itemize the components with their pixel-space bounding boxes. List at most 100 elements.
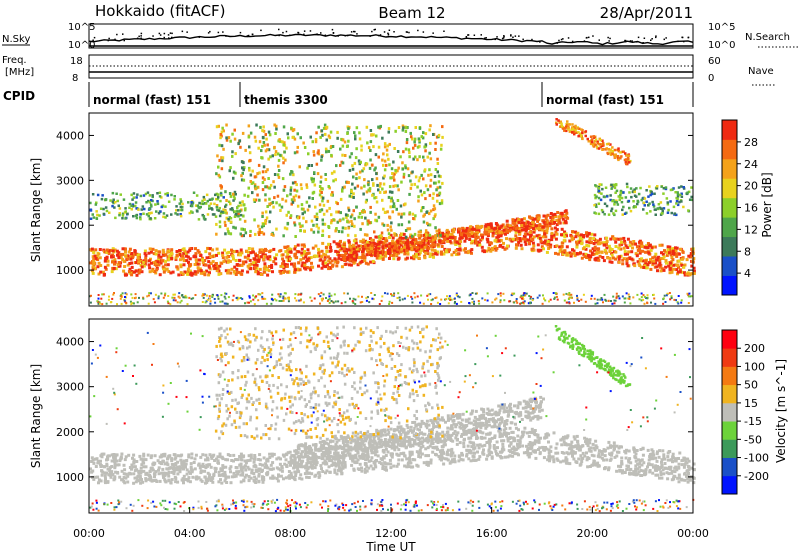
velocity-cell [135, 476, 139, 480]
y-tick-label: 1000 [56, 264, 84, 277]
power-cell [157, 297, 160, 300]
power-cell [212, 264, 216, 268]
velocity-cell [366, 453, 370, 457]
power-cell [157, 255, 161, 259]
power-cell [663, 294, 666, 297]
power-cell [213, 298, 216, 300]
power-cell [623, 158, 627, 162]
power-cell [111, 204, 114, 208]
power-cell [258, 248, 262, 252]
power-cell [336, 202, 339, 206]
power-cell [128, 262, 132, 265]
velocity-cell [104, 477, 107, 481]
power-cell [188, 248, 192, 252]
power-cell [619, 191, 623, 195]
power-cell [339, 147, 342, 151]
power-cell [162, 296, 165, 299]
power-cell [350, 213, 354, 217]
power-cell [617, 260, 621, 264]
power-cell [239, 232, 242, 236]
power-cell [446, 295, 448, 298]
power-cell [327, 185, 330, 188]
power-cell [429, 178, 433, 182]
power-cell [337, 300, 340, 303]
power-cell [205, 300, 208, 303]
power-cell [267, 177, 270, 180]
power-cell [408, 211, 412, 215]
power-cell [232, 170, 236, 174]
power-cell [209, 247, 212, 251]
power-cell [293, 221, 296, 225]
power-cell [211, 255, 215, 259]
power-cell [376, 251, 379, 255]
power-cell [638, 298, 641, 301]
power-cell [393, 246, 397, 250]
power-cell [90, 247, 94, 251]
power-cell [367, 146, 371, 150]
power-cell [453, 302, 456, 305]
power-cell [687, 209, 690, 212]
power-cell [619, 189, 623, 193]
power-cell [104, 198, 108, 201]
power-cell [124, 273, 127, 277]
power-cell [365, 190, 369, 194]
power-cell [640, 292, 643, 295]
power-cell [388, 216, 392, 220]
power-cell [646, 242, 650, 245]
power-cell [252, 294, 255, 297]
power-cell [420, 173, 423, 177]
power-cell [126, 257, 130, 261]
power-cell [662, 192, 665, 195]
power-cell [609, 198, 612, 202]
power-cell [456, 252, 460, 256]
power-cell [221, 251, 225, 255]
power-cell [353, 224, 356, 228]
power-cell [607, 148, 611, 151]
power-cell [193, 263, 197, 266]
power-cell [689, 253, 693, 257]
power-cell [296, 204, 300, 208]
power-cell [218, 264, 222, 268]
power-cell [170, 193, 173, 197]
power-cell [413, 137, 417, 141]
power-cell [389, 248, 393, 252]
power-cell [136, 256, 140, 260]
power-cell [442, 252, 446, 256]
power-cell [89, 217, 93, 220]
power-cell [340, 302, 343, 305]
power-cell [640, 299, 643, 302]
nsky-point [388, 29, 391, 31]
power-cell [580, 242, 584, 246]
power-cell [619, 237, 623, 241]
velocity-cell [282, 454, 286, 458]
velocity-cell [297, 464, 301, 468]
power-cell [607, 244, 611, 248]
power-cell [680, 299, 683, 302]
power-cell [272, 233, 275, 237]
power-cell [269, 210, 272, 214]
power-cell [364, 200, 368, 204]
power-cell [139, 217, 142, 221]
power-cell [265, 185, 269, 189]
power-cell [609, 143, 612, 146]
power-cell [369, 129, 373, 132]
freq-tick-bottom: 8 [72, 73, 78, 84]
power-cell [190, 204, 194, 208]
power-cell [505, 246, 509, 250]
power-cell [159, 255, 163, 259]
power-cell [150, 292, 152, 295]
power-cell [223, 248, 227, 252]
power-cell [227, 136, 231, 140]
power-cell [164, 292, 167, 295]
power-cell [610, 251, 614, 255]
power-cell [618, 255, 622, 259]
power-cell [491, 246, 494, 250]
power-cell [217, 272, 221, 276]
power-cell [354, 258, 357, 262]
power-cell [592, 236, 596, 240]
power-cell [541, 225, 545, 229]
power-cell [604, 298, 607, 301]
power-cell [513, 292, 516, 295]
power-cell [254, 261, 258, 265]
power-cell [137, 208, 140, 211]
